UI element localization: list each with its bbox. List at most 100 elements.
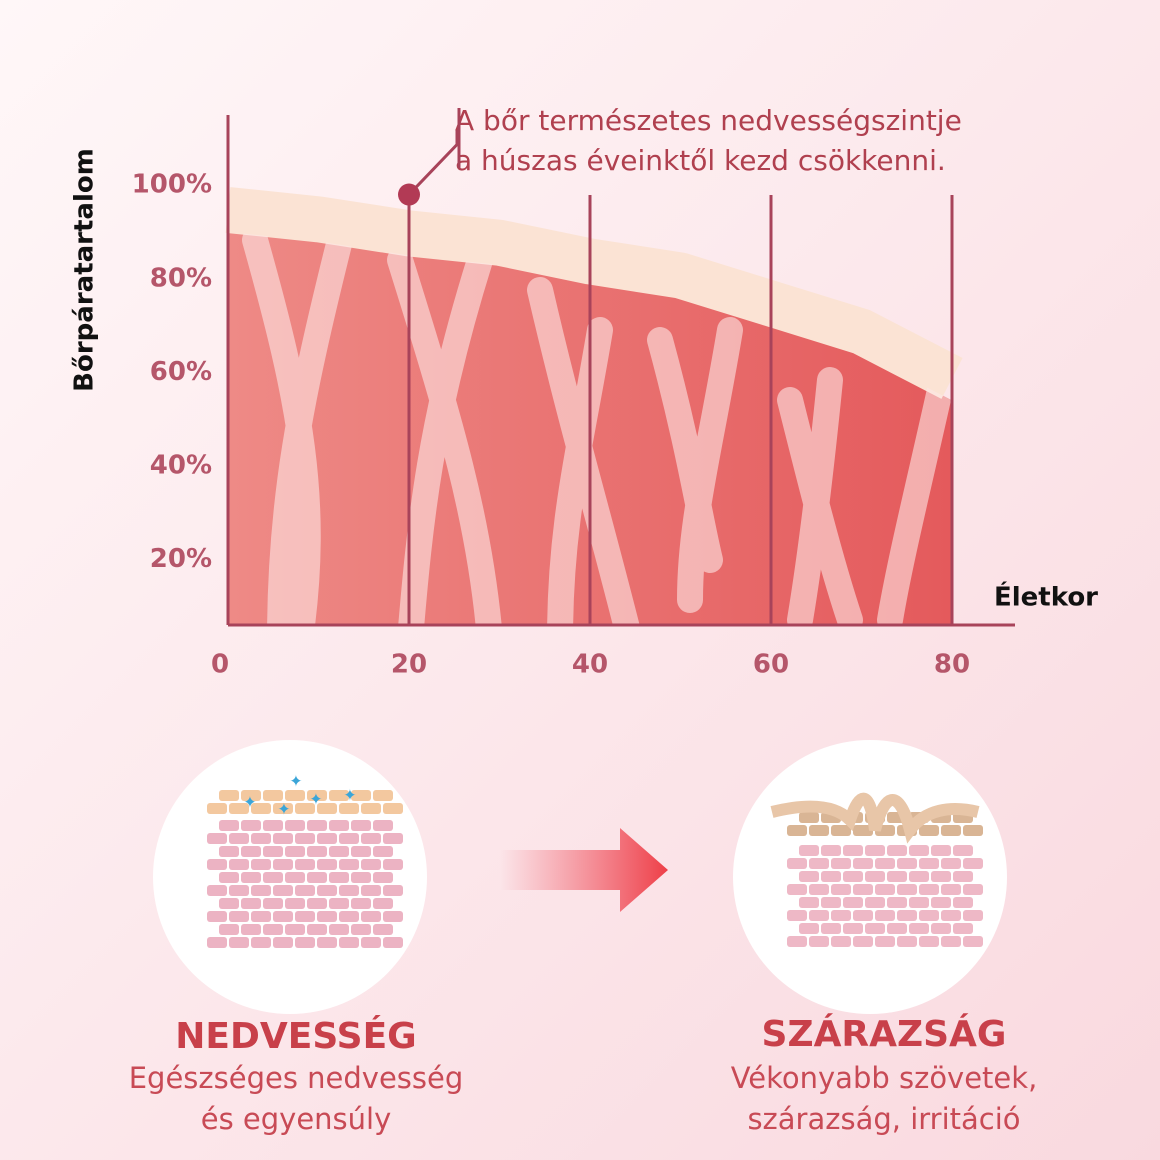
- cell: [339, 833, 359, 844]
- cell: [263, 898, 283, 909]
- cell: [919, 858, 939, 869]
- cell: [373, 924, 393, 935]
- panel-text: szárazság, irritáció: [747, 1102, 1020, 1136]
- cell: [229, 885, 249, 896]
- cell: [853, 910, 873, 921]
- cell: [229, 911, 249, 922]
- cell: [307, 898, 327, 909]
- cell: [941, 858, 961, 869]
- cell: [373, 872, 393, 883]
- sparkle: ✦: [343, 786, 356, 805]
- cell: [931, 871, 951, 882]
- cell: [821, 897, 841, 908]
- cell: [963, 858, 983, 869]
- cell: [241, 846, 261, 857]
- cell: [963, 884, 983, 895]
- chart: [225, 115, 1015, 627]
- cell: [329, 898, 349, 909]
- cell: [251, 833, 271, 844]
- cell: [285, 924, 305, 935]
- cell: [809, 858, 829, 869]
- cell: [251, 885, 271, 896]
- cell: [219, 790, 239, 801]
- cell: [787, 825, 807, 836]
- cell: [919, 910, 939, 921]
- cell: [373, 820, 393, 831]
- x-axis-label: Életkor: [994, 581, 1098, 613]
- cell: [285, 790, 305, 801]
- cell: [865, 923, 885, 934]
- cell: [339, 803, 359, 814]
- panel-text: Vékonyabb szövetek,: [731, 1061, 1038, 1095]
- cell: [307, 872, 327, 883]
- cell: [317, 833, 337, 844]
- cell: [251, 803, 271, 814]
- cell: [273, 885, 293, 896]
- cell: [843, 897, 863, 908]
- cell: [317, 859, 337, 870]
- cell: [941, 884, 961, 895]
- cell: [263, 820, 283, 831]
- cell: [219, 898, 239, 909]
- panel-text: és egyensúly: [201, 1102, 392, 1136]
- cell: [787, 910, 807, 921]
- cell: [361, 911, 381, 922]
- cell: [295, 833, 315, 844]
- cell: [373, 846, 393, 857]
- cell: [351, 872, 371, 883]
- cell: [809, 910, 829, 921]
- cell: [809, 936, 829, 947]
- arrow: [500, 828, 668, 912]
- cell: [799, 871, 819, 882]
- cell: [909, 871, 929, 882]
- cell: [295, 937, 315, 948]
- cell: [295, 885, 315, 896]
- cell: [329, 790, 349, 801]
- cell: [809, 884, 829, 895]
- cell: [897, 910, 917, 921]
- cell: [219, 924, 239, 935]
- cell: [273, 803, 293, 814]
- cell: [273, 833, 293, 844]
- annotation-point: [398, 183, 420, 206]
- cell: [963, 825, 983, 836]
- cell: [919, 884, 939, 895]
- panel-title: NEDVESSÉG: [175, 1015, 416, 1057]
- cell: [909, 845, 929, 856]
- cell: [329, 872, 349, 883]
- cell: [787, 884, 807, 895]
- x-tick-label: 20: [391, 650, 427, 680]
- cell: [831, 910, 851, 921]
- cell: [361, 885, 381, 896]
- cell: [865, 897, 885, 908]
- cell: [887, 871, 907, 882]
- y-tick-label: 80%: [150, 263, 212, 293]
- cell: [919, 825, 939, 836]
- annotation-leader: [407, 130, 459, 196]
- cell: [251, 859, 271, 870]
- cell: [351, 820, 371, 831]
- cell: [219, 820, 239, 831]
- cell: [809, 825, 829, 836]
- cell: [241, 820, 261, 831]
- cell: [831, 825, 851, 836]
- cell: [383, 833, 403, 844]
- cell: [361, 833, 381, 844]
- cell: [229, 803, 249, 814]
- cell: [799, 923, 819, 934]
- cell: [953, 897, 973, 908]
- cell: [909, 897, 929, 908]
- cell: [875, 910, 895, 921]
- cell: [285, 898, 305, 909]
- cell: [821, 923, 841, 934]
- cell: [831, 884, 851, 895]
- cell: [307, 820, 327, 831]
- panel-text: Egészséges nedvesség: [129, 1061, 464, 1095]
- cell: [373, 790, 393, 801]
- cell: [853, 858, 873, 869]
- cell: [295, 859, 315, 870]
- cell: [963, 910, 983, 921]
- cell: [963, 936, 983, 947]
- y-tick-label: 60%: [150, 357, 212, 387]
